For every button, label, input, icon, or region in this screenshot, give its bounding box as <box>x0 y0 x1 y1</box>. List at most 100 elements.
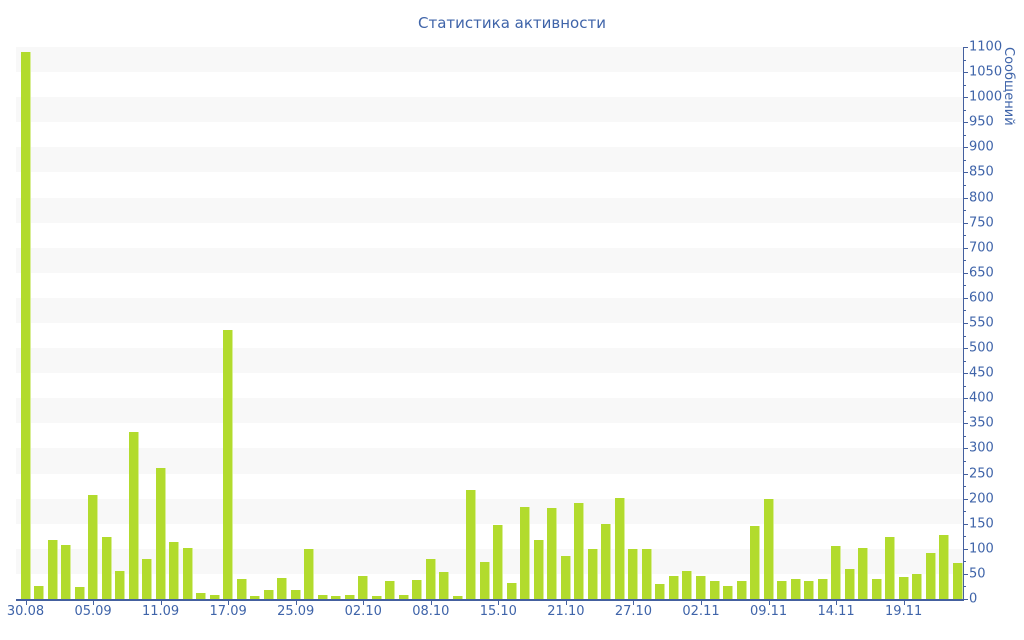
y-axis-minor-tick <box>964 385 966 387</box>
x-axis-tick <box>633 601 635 605</box>
y-axis-tick-label: 600 <box>969 290 994 306</box>
bar <box>479 562 490 599</box>
y-axis-minor-tick <box>964 59 966 61</box>
x-axis-tick <box>295 601 297 605</box>
y-axis-tick-label: 900 <box>969 139 994 155</box>
bar <box>209 595 220 599</box>
bar <box>790 579 801 599</box>
bar <box>574 503 585 599</box>
y-axis-minor-tick <box>964 561 966 563</box>
y-axis-tick-label: 200 <box>969 491 994 507</box>
bar <box>493 525 504 599</box>
grid-band <box>16 122 963 147</box>
bar <box>831 546 842 599</box>
y-axis-minor-tick <box>964 586 966 588</box>
grid-band <box>16 223 963 248</box>
bar <box>425 559 436 599</box>
grid-band <box>16 47 963 73</box>
x-axis-tick <box>430 601 432 605</box>
bar <box>196 593 207 599</box>
bar <box>871 579 882 599</box>
bar <box>277 578 288 599</box>
y-axis-tick-label: 50 <box>969 566 986 582</box>
y-axis-tick-label: 0 <box>969 591 978 607</box>
bar <box>466 490 477 599</box>
y-axis-minor-tick <box>964 134 966 136</box>
x-axis-tick <box>565 601 567 605</box>
y-axis-tick-label: 850 <box>969 164 994 180</box>
y-axis-tick <box>964 197 968 199</box>
bar <box>696 576 706 599</box>
bar <box>520 507 531 599</box>
y-axis-tick-label: 350 <box>969 415 994 431</box>
bar <box>101 537 112 599</box>
bar <box>412 580 423 599</box>
bar <box>777 581 788 599</box>
x-axis-tick-label: 02.11 <box>682 604 720 619</box>
bar <box>61 545 72 599</box>
grid-band <box>16 97 963 123</box>
bar <box>641 549 652 599</box>
y-axis-tick-label: 750 <box>969 215 994 231</box>
x-axis-tick <box>836 601 838 605</box>
x-axis-tick-label: 25.09 <box>277 604 315 619</box>
bar <box>250 596 261 599</box>
x-axis-tick <box>160 601 162 605</box>
y-axis-tick <box>964 498 968 500</box>
grid-band <box>16 297 963 323</box>
bar <box>439 572 450 599</box>
y-axis-tick <box>964 448 968 450</box>
y-axis-tick <box>964 348 968 350</box>
bar <box>723 586 734 599</box>
x-axis-tick <box>701 601 702 605</box>
bar <box>560 556 571 599</box>
y-axis-tick <box>964 47 968 48</box>
bar <box>74 587 85 599</box>
grid-band <box>16 498 963 524</box>
bar <box>304 549 315 599</box>
grid-band <box>16 323 963 348</box>
bar <box>34 586 44 599</box>
y-axis-minor-tick <box>964 511 966 513</box>
bar <box>142 559 153 599</box>
bar <box>763 499 774 599</box>
x-axis-tick-label: 08.10 <box>412 604 450 619</box>
x-axis-tick-label: 15.10 <box>479 604 517 619</box>
bar <box>155 468 166 599</box>
x-axis-tick-label: 21.10 <box>547 604 585 619</box>
bar <box>533 540 544 599</box>
grid-band <box>16 398 963 424</box>
bar <box>344 595 355 599</box>
y-axis-minor-tick <box>964 310 966 312</box>
y-axis-minor-tick <box>964 335 966 337</box>
bar <box>20 52 31 599</box>
bar <box>844 569 855 599</box>
y-axis-minor-tick <box>964 486 966 488</box>
y-axis-tick <box>964 599 968 600</box>
y-axis-tick-label: 1000 <box>969 89 1003 105</box>
grid-band <box>16 373 963 398</box>
bar <box>128 432 139 599</box>
bar <box>385 581 396 599</box>
y-axis-minor-tick <box>964 410 966 412</box>
y-axis-minor-tick <box>964 285 966 287</box>
bar <box>655 584 666 599</box>
x-axis-tick-label: 09.11 <box>749 604 788 619</box>
bar <box>601 524 612 599</box>
bar <box>506 583 517 599</box>
bar <box>939 535 950 599</box>
y-axis-minor-tick <box>964 185 966 186</box>
bar <box>236 579 247 599</box>
plot-area <box>16 47 964 605</box>
bar <box>885 537 896 599</box>
bar <box>736 581 747 599</box>
grid-band <box>16 72 963 97</box>
y-axis-tick-label: 500 <box>969 340 994 356</box>
chart-title: Статистика активности <box>418 14 606 32</box>
bar <box>587 549 598 599</box>
x-axis-tick-label: 14.11 <box>817 604 855 619</box>
bar <box>398 595 409 599</box>
y-axis-minor-tick <box>964 159 966 161</box>
y-axis-tick <box>964 573 968 575</box>
bar <box>925 553 936 599</box>
